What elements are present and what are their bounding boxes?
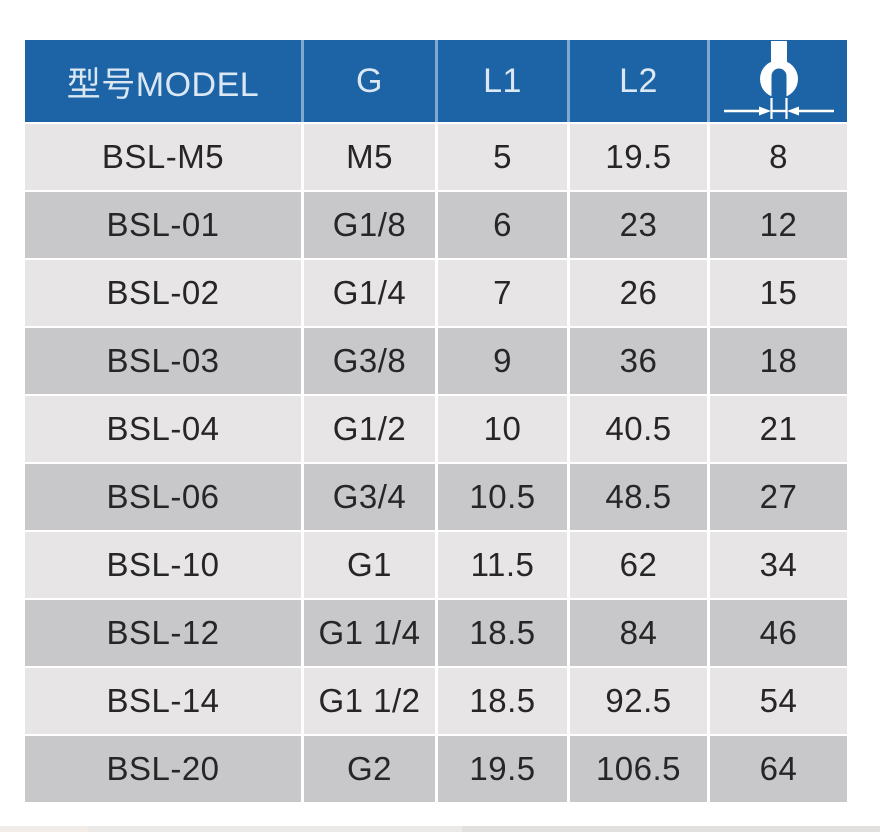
table-cell-l2: 106.5 (570, 736, 707, 802)
next-section-edge-segment (462, 826, 880, 832)
table-cell-l1: 7 (438, 260, 567, 326)
table-cell-l2: 23 (570, 192, 707, 258)
table-cell-wrench: 15 (710, 260, 847, 326)
table-cell-l1: 9 (438, 328, 567, 394)
table-cell-g: G1 (304, 532, 435, 598)
next-section-edge-segment (88, 826, 462, 832)
table-cell-model: BSL-20 (25, 736, 301, 802)
column-header-g: G (301, 40, 435, 122)
table-cell-model: BSL-12 (25, 600, 301, 666)
table-cell-l2: 62 (570, 532, 707, 598)
table-cell-l1: 10 (438, 396, 567, 462)
table-cell-model: BSL-10 (25, 532, 301, 598)
next-section-edge-segment (0, 826, 88, 832)
table-cell-g: G1 1/2 (304, 668, 435, 734)
table-cell-g: G2 (304, 736, 435, 802)
column-header-model: 型号MODEL (25, 40, 301, 122)
table-cell-g: G3/4 (304, 464, 435, 530)
table-cell-wrench: 34 (710, 532, 847, 598)
table-cell-l2: 36 (570, 328, 707, 394)
table-cell-wrench: 27 (710, 464, 847, 530)
table-cell-l2: 92.5 (570, 668, 707, 734)
column-header-l2: L2 (567, 40, 707, 122)
table-cell-l1: 18.5 (438, 668, 567, 734)
table-cell-l1: 18.5 (438, 600, 567, 666)
table-cell-model: BSL-01 (25, 192, 301, 258)
table-cell-g: G1/4 (304, 260, 435, 326)
table-cell-wrench: 21 (710, 396, 847, 462)
table-cell-model: BSL-14 (25, 668, 301, 734)
table-cell-wrench: 54 (710, 668, 847, 734)
table-cell-l1: 10.5 (438, 464, 567, 530)
table-cell-l2: 84 (570, 600, 707, 666)
table-cell-model: BSL-06 (25, 464, 301, 530)
table-cell-g: G1 1/4 (304, 600, 435, 666)
table-cell-model: BSL-04 (25, 396, 301, 462)
table-cell-l1: 6 (438, 192, 567, 258)
next-section-edge (0, 826, 880, 832)
table-cell-l2: 19.5 (570, 124, 707, 190)
table-cell-model: BSL-M5 (25, 124, 301, 190)
table-cell-g: G3/8 (304, 328, 435, 394)
table-cell-wrench: 8 (710, 124, 847, 190)
table-cell-g: M5 (304, 124, 435, 190)
spec-table: 型号MODEL G L1 L2 BSL-M5 M5 5 19.5 8 BSL-0… (25, 40, 847, 802)
table-cell-l1: 5 (438, 124, 567, 190)
table-cell-l2: 48.5 (570, 464, 707, 530)
column-header-wrench-size (707, 40, 847, 122)
table-cell-wrench: 12 (710, 192, 847, 258)
table-cell-g: G1/8 (304, 192, 435, 258)
table-cell-l1: 11.5 (438, 532, 567, 598)
table-cell-model: BSL-03 (25, 328, 301, 394)
table-cell-g: G1/2 (304, 396, 435, 462)
table-cell-l2: 40.5 (570, 396, 707, 462)
table-cell-wrench: 18 (710, 328, 847, 394)
table-cell-wrench: 46 (710, 600, 847, 666)
table-cell-model: BSL-02 (25, 260, 301, 326)
table-cell-l1: 19.5 (438, 736, 567, 802)
table-cell-wrench: 64 (710, 736, 847, 802)
column-header-l1: L1 (435, 40, 567, 122)
wrench-size-icon (723, 40, 834, 119)
table-cell-l2: 26 (570, 260, 707, 326)
